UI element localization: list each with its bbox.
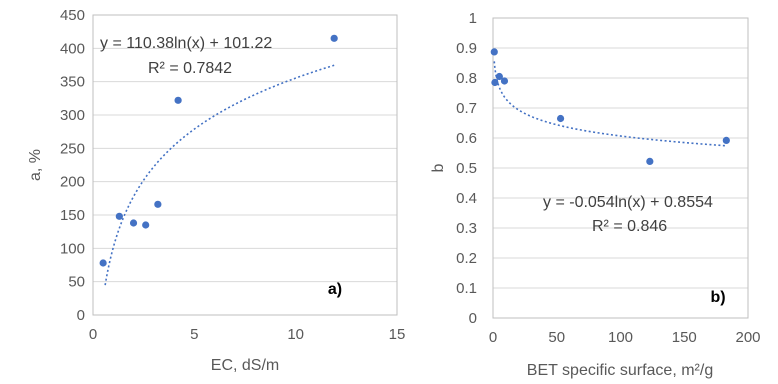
- plot-frame: [492, 17, 749, 319]
- panel-label: b): [710, 289, 725, 306]
- chart-panel-b: 0 0.1 0.2 0.3 0.4 0.5 0.6 0.7 0.8 0.9 1 0 50 100 150 20…: [430, 10, 761, 379]
- x-axis-title: BET specific surface, m²/g: [527, 362, 713, 379]
- y-tick-label: 400: [60, 40, 85, 57]
- y-tick-label: 350: [60, 74, 85, 91]
- y-tick-label: 0.3: [456, 220, 477, 237]
- y-tick-label: 50: [68, 274, 85, 291]
- r-squared-label: R² = 0.846: [592, 218, 667, 235]
- trendline-equation: y = -0.054ln(x) + 0.8554: [543, 194, 713, 211]
- y-tick-label: 0.7: [456, 100, 477, 117]
- trendline-equation: y = 110.38ln(x) + 101.22: [100, 35, 272, 52]
- data-point: [154, 200, 162, 208]
- data-point: [99, 259, 107, 267]
- y-tick-label: 0: [77, 307, 85, 324]
- x-tick-label: 200: [735, 329, 760, 346]
- y-tick-label: 0.6: [456, 130, 477, 147]
- panel-label: a): [328, 281, 342, 298]
- y-tick-label: 250: [60, 140, 85, 157]
- data-point: [142, 221, 150, 229]
- chart-panel-a: 0 50 100 150 200 250 300 350 400 450 0 5 10 15 EC, dS/…: [27, 7, 405, 374]
- data-point: [115, 212, 123, 220]
- plot-frame: [92, 14, 398, 316]
- y-tick-label: 0.2: [456, 250, 477, 267]
- y-axis-title: a, %: [27, 149, 44, 181]
- y-tick-label: 0.8: [456, 70, 477, 87]
- x-axis-title: EC, dS/m: [211, 357, 279, 374]
- data-point: [174, 96, 182, 104]
- data-point: [646, 157, 654, 165]
- data-point: [722, 136, 730, 144]
- x-tick-label: 10: [287, 326, 304, 343]
- y-tick-label: 1: [469, 10, 477, 27]
- trendline: [493, 61, 727, 147]
- y-tick-label: 0: [469, 310, 477, 327]
- data-point: [500, 77, 509, 85]
- x-tick-label: 150: [672, 329, 697, 346]
- x-tick-label: 5: [190, 326, 198, 343]
- x-tick-label: 100: [608, 329, 633, 346]
- y-tick-label: 0.5: [456, 160, 477, 177]
- y-axis-title: b: [430, 163, 447, 172]
- y-tick-label: 200: [60, 174, 85, 191]
- y-tick-label: 0.4: [456, 190, 477, 207]
- x-tick-label: 15: [389, 326, 406, 343]
- trendline: [104, 64, 335, 286]
- y-tick-label: 150: [60, 207, 85, 224]
- data-point: [495, 72, 503, 81]
- data-point: [129, 219, 138, 227]
- y-tick-label: 300: [60, 107, 85, 124]
- r-squared-label: R² = 0.7842: [148, 60, 232, 77]
- y-tick-label: 450: [60, 7, 85, 24]
- data-point: [490, 48, 498, 56]
- data-point: [491, 78, 499, 87]
- x-tick-label: 0: [89, 326, 97, 343]
- y-tick-label: 0.1: [456, 280, 477, 297]
- data-point: [330, 34, 338, 42]
- y-tick-label: 0.9: [456, 40, 477, 57]
- y-tick-label: 100: [60, 240, 85, 257]
- x-tick-label: 0: [489, 329, 497, 346]
- data-point: [556, 114, 565, 123]
- x-tick-label: 50: [548, 329, 565, 346]
